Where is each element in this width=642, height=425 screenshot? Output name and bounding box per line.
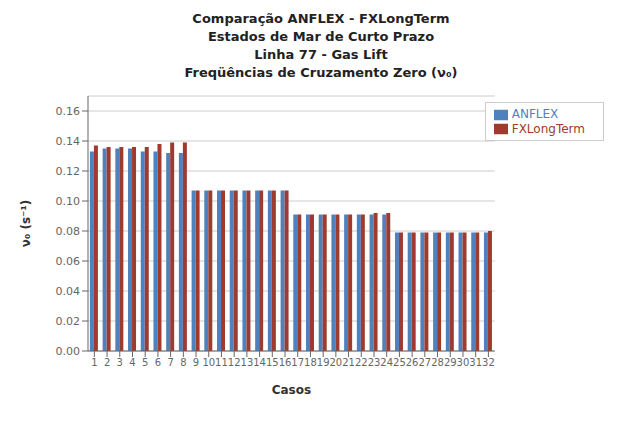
svg-text:28: 28 (431, 357, 444, 368)
svg-text:15: 15 (266, 357, 279, 368)
svg-text:9: 9 (193, 357, 199, 368)
svg-text:26: 26 (406, 357, 419, 368)
svg-text:27: 27 (418, 357, 431, 368)
svg-text:5: 5 (142, 357, 148, 368)
svg-text:10: 10 (202, 357, 215, 368)
svg-text:25: 25 (393, 357, 406, 368)
svg-text:30: 30 (457, 357, 470, 368)
svg-text:Casos: Casos (272, 383, 311, 397)
svg-text:0.06: 0.06 (56, 255, 81, 268)
html-text:Linha 77 - Gas Lift: Linha 77 - Gas Lift (254, 47, 388, 62)
svg-text:0.08: 0.08 (56, 225, 81, 238)
svg-text:12: 12 (228, 357, 241, 368)
svg-text:13: 13 (241, 357, 254, 368)
svg-text:0.12: 0.12 (56, 165, 81, 178)
html-text:Estados de Mar de Curto Prazo: Estados de Mar de Curto Prazo (207, 29, 435, 44)
svg-text:0.10: 0.10 (56, 195, 81, 208)
svg-text:17: 17 (291, 357, 304, 368)
svg-text:11: 11 (215, 357, 228, 368)
svg-text:14: 14 (253, 357, 266, 368)
svg-text:21: 21 (342, 357, 355, 368)
svg-text:0.02: 0.02 (56, 315, 81, 328)
svg-text:2: 2 (104, 357, 110, 368)
svg-text:32: 32 (482, 357, 495, 368)
html-text:ANFLEX: ANFLEX (511, 107, 559, 121)
svg-text:23: 23 (368, 357, 381, 368)
svg-text:31: 31 (469, 357, 482, 368)
svg-text:0.00: 0.00 (56, 345, 81, 358)
svg-text:22: 22 (355, 357, 368, 368)
svg-text:0.04: 0.04 (56, 285, 81, 298)
svg-text:29: 29 (444, 357, 457, 368)
svg-text:6: 6 (155, 357, 161, 368)
svg-text:18: 18 (304, 357, 317, 368)
svg-text:20: 20 (329, 357, 342, 368)
svg-text:24: 24 (380, 357, 393, 368)
html-text:Freqüências de Cruzamento Zero: Freqüências de Cruzamento Zero (ν₀) (184, 65, 458, 80)
svg-text:7: 7 (167, 357, 173, 368)
svg-text:4: 4 (129, 357, 135, 368)
svg-text:ν₀ (s⁻¹): ν₀ (s⁻¹) (19, 200, 33, 247)
svg-text:3: 3 (117, 357, 123, 368)
svg-text:19: 19 (317, 357, 330, 368)
svg-text:8: 8 (180, 357, 186, 368)
html-text:FXLongTerm: FXLongTerm (511, 121, 585, 136)
svg-text:0.16: 0.16 (56, 105, 81, 118)
svg-text:0.14: 0.14 (56, 135, 81, 148)
svg-text:1: 1 (91, 357, 97, 368)
html-text:Comparação ANFLEX - FXLongTerm: Comparação ANFLEX - FXLongTerm (192, 11, 450, 26)
svg-text:16: 16 (279, 357, 292, 368)
